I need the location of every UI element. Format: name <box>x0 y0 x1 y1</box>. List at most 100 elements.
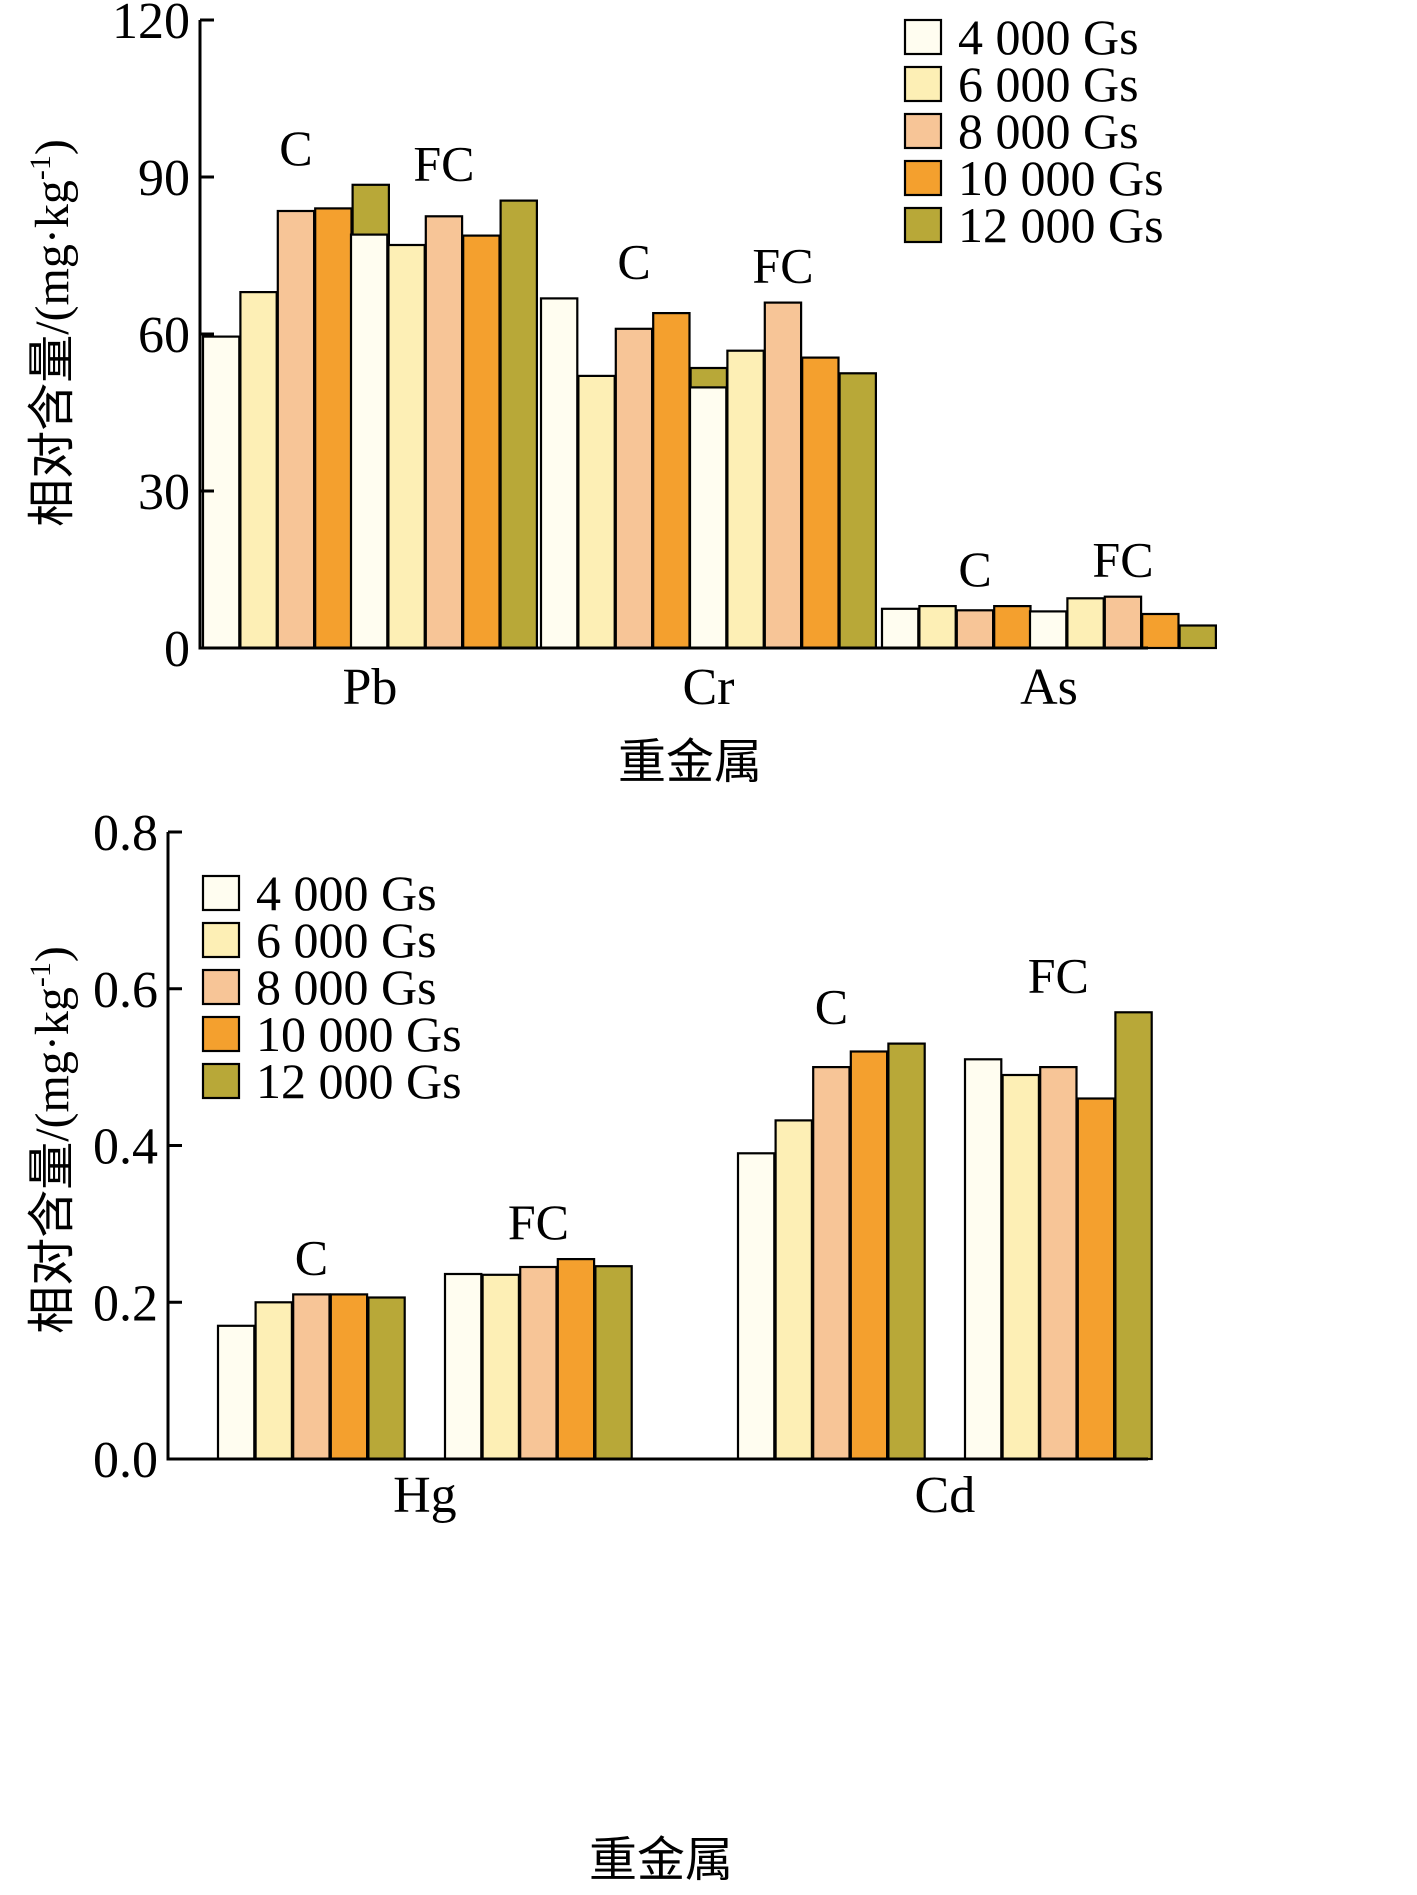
bar-as-c-series-3 <box>955 609 995 650</box>
bar-cr-fc-series-5 <box>838 372 877 650</box>
legend-label-3: 8 000 Gs <box>256 959 437 1015</box>
legend-swatch-3 <box>903 112 943 150</box>
bar-hg-fc-series-3 <box>519 1265 558 1461</box>
y-tick-label: 60 <box>138 307 190 364</box>
bar-hg-c-series-4 <box>329 1293 369 1461</box>
y-tick-label: 0.0 <box>93 1432 158 1489</box>
y-axis-title-sup: -1 <box>24 962 57 987</box>
x-axis-title: 重金属 <box>618 736 762 789</box>
group-label-cd-fc: FC <box>1028 947 1089 1003</box>
group-label-pb-fc: FC <box>413 136 474 192</box>
bar-cr-fc-series-1 <box>688 386 728 650</box>
y-axis-title-main: 相对含量/(mg·kg <box>26 180 79 527</box>
y-axis-title-main: 相对含量/(mg·kg <box>26 987 79 1334</box>
bar-as-c-series-4 <box>993 604 1032 650</box>
bar-as-c-series-2 <box>918 604 957 650</box>
legend-label-1: 4 000 Gs <box>256 865 437 921</box>
y-axis-title-tail: ) <box>26 139 79 155</box>
group-label-pb-c: C <box>279 120 312 176</box>
bar-pb-fc-series-2 <box>387 243 426 650</box>
bar-hg-fc-series-5 <box>594 1265 633 1461</box>
chart-bottom: C FC Hg C FC Cd 0.0 0.2 0.4 0.6 0.8 重金属 相对含量/(mg·kg-… <box>24 805 1153 1887</box>
bar-hg-c-series-3 <box>292 1293 331 1461</box>
bar-cr-c-series-1 <box>539 297 579 650</box>
bar-cd-c-series-4 <box>849 1050 889 1461</box>
bar-hg-fc-series-2 <box>481 1273 521 1461</box>
legend-swatch-5 <box>903 206 943 244</box>
bar-cd-c-series-5 <box>887 1042 926 1461</box>
bar-as-fc-series-5 <box>1178 624 1217 650</box>
legend-label-3: 8 000 Gs <box>958 103 1139 159</box>
group-label-as-fc: FC <box>1092 532 1153 588</box>
x-axis-title: 重金属 <box>589 1834 733 1887</box>
y-tick-label: 0 <box>164 621 190 678</box>
bar-pb-fc-series-3 <box>424 215 464 650</box>
bar-hg-fc-series-4 <box>556 1257 596 1461</box>
bar-cd-fc-series-4 <box>1076 1097 1116 1461</box>
y-axis-title: 相对含量/(mg·kg-1) <box>24 139 79 527</box>
bar-pb-c-series-4 <box>314 207 353 650</box>
bar-as-fc-series-4 <box>1141 612 1180 650</box>
bar-cr-c-series-4 <box>652 312 691 650</box>
chart-top: C FC Pb C FC Cr C FC As 0 30 60 90 120 重金属 相对含量/(mg·kg-… <box>24 0 1217 789</box>
legend-label-5: 12 000 Gs <box>256 1053 462 1109</box>
bar-pb-fc-series-5 <box>499 199 539 650</box>
bar-pb-c-series-2 <box>239 291 278 650</box>
y-tick-label: 0.6 <box>93 962 158 1019</box>
category-label-cd: Cd <box>915 1467 976 1524</box>
bar-as-fc-series-2 <box>1066 597 1105 650</box>
legend-label-4: 10 000 Gs <box>958 150 1164 206</box>
bar-cd-c-series-2 <box>774 1119 813 1461</box>
bar-cd-fc-series-5 <box>1114 1011 1153 1461</box>
legend-label-5: 12 000 Gs <box>958 197 1164 253</box>
legend-swatch-4 <box>903 159 943 197</box>
bar-as-fc-series-3 <box>1103 595 1143 650</box>
y-tick-label: 0.8 <box>93 805 158 862</box>
y-axis-title-tail: ) <box>26 946 79 962</box>
bar-cr-fc-series-3 <box>763 301 803 650</box>
y-tick-label: 30 <box>138 464 190 521</box>
y-axis-title-sup: -1 <box>24 155 57 180</box>
bar-cr-fc-series-2 <box>726 349 765 650</box>
bar-hg-fc-series-1 <box>443 1272 483 1461</box>
y-tick-label: 120 <box>112 0 190 50</box>
bar-as-fc-series-1 <box>1028 610 1068 650</box>
bar-hg-c-series-2 <box>254 1301 294 1461</box>
group-label-cr-c: C <box>617 233 650 289</box>
bar-cd-fc-series-1 <box>963 1058 1003 1461</box>
category-label-as: As <box>1020 659 1078 716</box>
y-tick-label: 0.4 <box>93 1119 158 1176</box>
legend-label-2: 6 000 Gs <box>958 56 1139 112</box>
legend-label-2: 6 000 Gs <box>256 912 437 968</box>
bar-cd-c-series-1 <box>736 1152 776 1461</box>
bar-pb-fc-series-1 <box>349 233 389 650</box>
bar-cd-fc-series-3 <box>1039 1065 1078 1461</box>
bar-cr-c-series-3 <box>614 327 654 650</box>
bar-cd-c-series-3 <box>812 1065 851 1461</box>
y-tick-label: 0.2 <box>93 1275 158 1332</box>
y-tick-label: 90 <box>138 150 190 207</box>
category-label-hg: Hg <box>393 1467 457 1524</box>
legend-swatch-1 <box>201 874 241 912</box>
group-label-cr-fc: FC <box>752 238 813 294</box>
bar-hg-c-series-5 <box>367 1296 406 1461</box>
bar-pb-fc-series-4 <box>462 234 501 650</box>
group-label-hg-c: C <box>295 1229 328 1285</box>
bar-cr-fc-series-4 <box>801 356 840 650</box>
legend-label-1: 4 000 Gs <box>958 9 1139 65</box>
y-axis-title: 相对含量/(mg·kg-1) <box>24 946 79 1334</box>
bar-hg-c-series-1 <box>216 1324 256 1461</box>
bar-cd-fc-series-2 <box>1001 1073 1040 1461</box>
legend-swatch-3 <box>201 968 241 1006</box>
legend-swatch-5 <box>201 1062 241 1100</box>
bar-as-c-series-1 <box>880 607 920 650</box>
group-label-hg-fc: FC <box>508 1194 569 1250</box>
legend-swatch-4 <box>201 1015 241 1053</box>
bar-pb-c-series-3 <box>276 209 316 650</box>
legend-swatch-2 <box>201 921 241 959</box>
legend-swatch-2 <box>903 65 943 103</box>
